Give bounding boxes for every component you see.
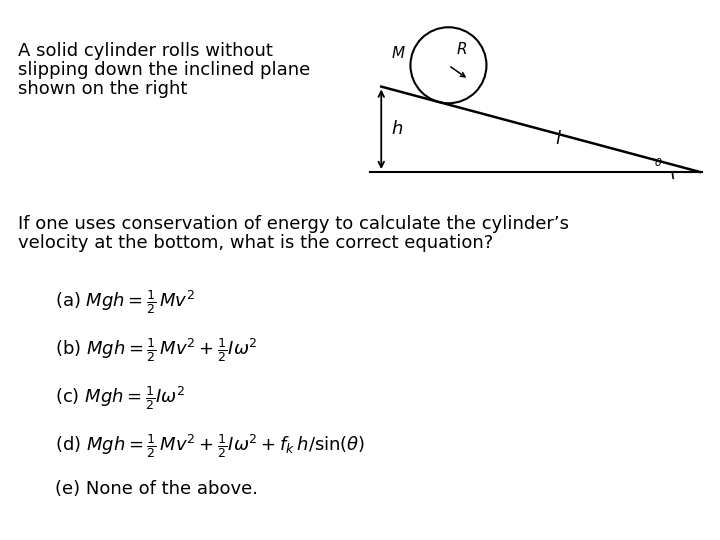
Text: (d) $Mgh = \frac{1}{2}\, Mv^2 + \frac{1}{2} I\omega^2 + f_k\, h/\sin(\theta)$: (d) $Mgh = \frac{1}{2}\, Mv^2 + \frac{1}… (55, 432, 365, 460)
Text: (c) $Mgh = \frac{1}{2} I\omega^2$: (c) $Mgh = \frac{1}{2} I\omega^2$ (55, 384, 185, 412)
Text: If one uses conservation of energy to calculate the cylinder’s: If one uses conservation of energy to ca… (18, 215, 569, 233)
Text: (b) $Mgh = \frac{1}{2}\, Mv^2 + \frac{1}{2} I\omega^2$: (b) $Mgh = \frac{1}{2}\, Mv^2 + \frac{1}… (55, 336, 258, 364)
Text: $M$: $M$ (391, 45, 405, 61)
Text: (e) None of the above.: (e) None of the above. (55, 480, 258, 498)
Text: $R$: $R$ (456, 41, 467, 57)
Text: velocity at the bottom, what is the correct equation?: velocity at the bottom, what is the corr… (18, 234, 493, 252)
Text: $\theta$: $\theta$ (654, 156, 662, 168)
Text: $h$: $h$ (391, 120, 403, 138)
Text: shown on the right: shown on the right (18, 80, 187, 98)
Text: $l$: $l$ (555, 130, 562, 148)
Text: A solid cylinder rolls without: A solid cylinder rolls without (18, 42, 273, 60)
Text: slipping down the inclined plane: slipping down the inclined plane (18, 61, 310, 79)
Text: (a) $Mgh = \frac{1}{2}\, Mv^2$: (a) $Mgh = \frac{1}{2}\, Mv^2$ (55, 288, 195, 316)
